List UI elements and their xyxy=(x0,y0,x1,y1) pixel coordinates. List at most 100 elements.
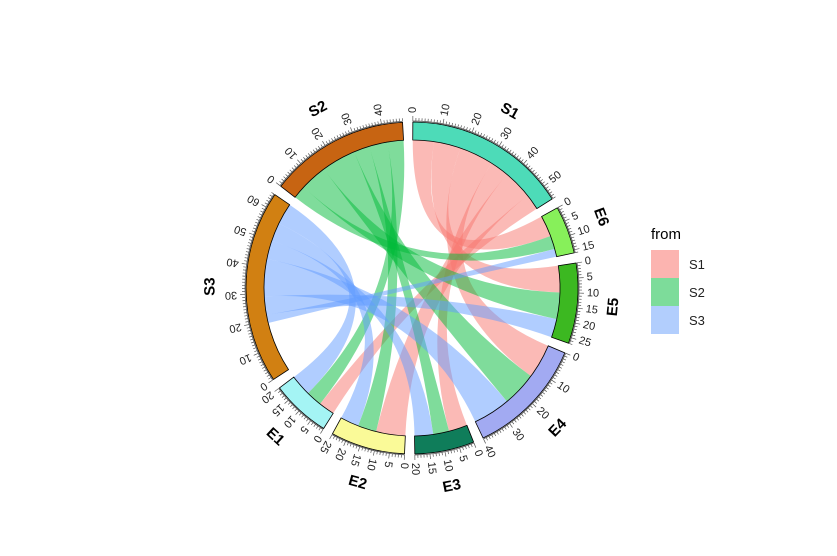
tick-s3 xyxy=(256,219,260,221)
tick-e2 xyxy=(364,448,366,452)
tick-s3 xyxy=(267,197,271,200)
tick-e6 xyxy=(565,222,570,225)
tick-e4 xyxy=(564,355,568,358)
tick-label-e5: 15 xyxy=(585,303,599,316)
tick-e5 xyxy=(573,331,577,334)
tick-e5 xyxy=(573,328,577,331)
tick-s3 xyxy=(266,199,270,203)
tick-e6 xyxy=(571,236,575,239)
tick-e5 xyxy=(577,261,583,264)
tick-e4 xyxy=(527,407,531,411)
tick-label-e1: 20 xyxy=(259,389,276,406)
tick-s1 xyxy=(549,191,553,194)
tick-label-s3: 20 xyxy=(228,320,243,334)
tick-s3 xyxy=(248,332,252,335)
link-s1-e6 xyxy=(412,140,551,250)
tick-e1 xyxy=(298,412,302,416)
tick-s3 xyxy=(269,194,273,197)
tick-s3 xyxy=(264,202,268,205)
tick-e2 xyxy=(388,453,390,459)
legend-title: from xyxy=(651,226,681,243)
tick-s3 xyxy=(252,344,256,347)
sector-s3 xyxy=(245,194,291,381)
tick-label-e5: 20 xyxy=(582,319,597,333)
tick-e4 xyxy=(538,396,542,400)
tick-s2 xyxy=(291,167,295,170)
tick-e2 xyxy=(376,451,378,455)
tick-e4 xyxy=(525,409,529,413)
tick-e2 xyxy=(357,446,361,452)
tick-label-s2: 20 xyxy=(309,125,326,142)
tick-s3 xyxy=(246,327,250,329)
tick-s1 xyxy=(536,174,539,177)
tick-e5 xyxy=(571,337,577,340)
tick-label-e5: 5 xyxy=(586,271,593,283)
tick-e6 xyxy=(563,216,567,219)
tick-e1 xyxy=(306,418,309,422)
tick-s1 xyxy=(485,135,488,139)
tick-e6 xyxy=(567,225,571,227)
tick-label-e4: 0 xyxy=(571,351,581,364)
tick-s3 xyxy=(245,321,249,323)
chord-sectors: 0 1020304050S1051015E60510152025E50102030… xyxy=(201,97,622,496)
tick-s2 xyxy=(315,147,318,151)
tick-s2 xyxy=(339,133,342,137)
tick-e5 xyxy=(576,316,580,319)
tick-e3 xyxy=(462,447,464,451)
tick-s1 xyxy=(527,165,531,169)
tick-s3 xyxy=(244,257,248,259)
tick-e4 xyxy=(556,371,559,375)
sector-label-e4: E4 xyxy=(545,415,570,440)
tick-s1 xyxy=(457,124,459,128)
tick-s2 xyxy=(317,145,321,149)
tick-s2 xyxy=(362,125,365,129)
tick-e5 xyxy=(575,322,581,325)
tick-e1 xyxy=(283,397,287,401)
tick-s1 xyxy=(496,141,499,145)
tick-s3 xyxy=(257,358,261,361)
tick-e4 xyxy=(554,374,558,377)
link-s3-e6 xyxy=(266,248,557,323)
tick-e6 xyxy=(562,213,566,216)
tick-e2 xyxy=(379,451,381,455)
tick-s2 xyxy=(283,176,287,179)
tick-label-e6: 5 xyxy=(570,210,580,223)
tick-label-e4: 10 xyxy=(555,379,572,396)
tick-e2 xyxy=(343,441,346,446)
tick-label-s1: 20 xyxy=(469,111,485,127)
tick-s2 xyxy=(356,127,359,131)
tick-e6 xyxy=(559,208,563,211)
legend-item-s2: S2 xyxy=(651,278,705,306)
tick-e4 xyxy=(511,421,515,425)
tick-s1 xyxy=(529,167,533,171)
tick-label-e2: 15 xyxy=(348,452,363,467)
tick-label-e6: 15 xyxy=(581,239,596,253)
tick-e5 xyxy=(572,334,576,337)
tick-label-s1: 30 xyxy=(498,125,515,142)
tick-s3 xyxy=(245,251,249,253)
tick-e4 xyxy=(491,434,494,438)
axis-e5 xyxy=(569,262,580,344)
tick-e1 xyxy=(295,410,300,415)
tick-e2 xyxy=(367,449,369,453)
tick-s1 xyxy=(451,122,453,126)
tick-s3 xyxy=(248,239,253,241)
tick-s1 xyxy=(523,159,528,165)
tick-e1 xyxy=(313,424,316,427)
tick-e5 xyxy=(575,319,579,322)
tick-s1 xyxy=(534,172,537,175)
tick-label-e5: 10 xyxy=(587,287,600,299)
sector-e2 xyxy=(331,417,406,455)
tick-s2 xyxy=(285,174,289,177)
tick-e4 xyxy=(549,382,553,385)
tick-s2 xyxy=(296,163,299,166)
tick-e4 xyxy=(547,384,551,387)
tick-s1 xyxy=(544,182,549,187)
tick-label-e3: 10 xyxy=(441,458,455,472)
tick-e3 xyxy=(470,444,473,448)
tick-label-s3: 60 xyxy=(245,192,262,208)
tick-label-e2: 10 xyxy=(364,457,378,472)
tick-s2 xyxy=(345,131,347,135)
tick-e1 xyxy=(318,427,321,431)
tick-s1 xyxy=(491,138,494,142)
